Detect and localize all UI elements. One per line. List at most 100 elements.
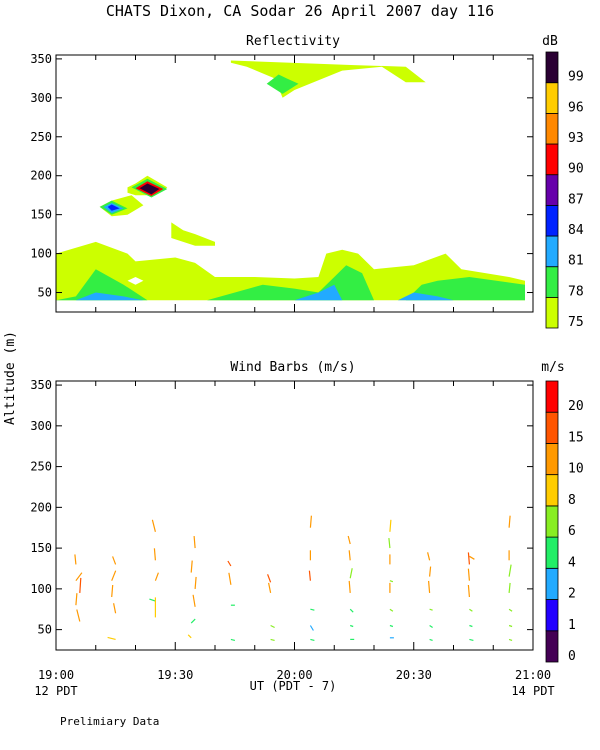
- colorbar-swatch: [545, 536, 559, 569]
- wind-barb: [270, 624, 275, 629]
- wind-barb: [308, 570, 311, 581]
- wind-barb: [230, 638, 236, 641]
- y-tick-label: 200: [30, 500, 52, 514]
- wind-barb: [389, 519, 392, 532]
- wind-barb: [469, 624, 473, 628]
- reflectivity-region-78dB: [266, 74, 299, 94]
- wind-barb: [149, 598, 156, 602]
- colorbar-label: 20: [568, 399, 584, 414]
- colorbar-label: 90: [568, 162, 584, 177]
- colorbar-label: 78: [568, 284, 584, 299]
- colorbar-swatch: [545, 567, 559, 600]
- reflectivity-region-75dB: [230, 60, 426, 98]
- wind-barb: [310, 638, 315, 641]
- wind-barb: [467, 584, 470, 598]
- colorbar-swatch: [545, 235, 559, 268]
- wind-barb: [389, 608, 394, 612]
- y-tick-label: 50: [38, 623, 52, 637]
- wind-barb: [508, 582, 511, 593]
- colorbar-label: 81: [568, 254, 584, 269]
- wind-barb: [151, 519, 156, 532]
- wind-barb: [508, 608, 513, 612]
- wind-unit: m/s: [541, 360, 564, 375]
- x-tick-label: 19:00: [38, 668, 74, 682]
- colorbar-swatch: [545, 112, 559, 145]
- wind-barb: [428, 580, 431, 593]
- wind-barb: [187, 634, 192, 639]
- reflectivity-unit: dB: [542, 34, 558, 49]
- y-tick-label: 100: [30, 582, 52, 596]
- wind-barb: [349, 608, 354, 613]
- colorbar-label: 2: [568, 587, 576, 602]
- wind-barb: [347, 535, 351, 545]
- wind-barb: [429, 566, 432, 577]
- wind-barb: [227, 560, 232, 567]
- wind-barb: [427, 552, 431, 561]
- wind-barb: [192, 594, 196, 607]
- colorbar-swatch: [545, 474, 559, 507]
- wind-barb: [153, 548, 156, 561]
- colorbar-label: 1: [568, 618, 576, 633]
- wind-barb: [508, 624, 513, 628]
- y-tick-label: 100: [30, 247, 52, 261]
- colorbar-label: 15: [568, 430, 584, 445]
- y-tick-label: 150: [30, 541, 52, 555]
- wind-barb: [508, 564, 512, 577]
- wind-barb: [193, 536, 196, 549]
- wind-barb: [508, 515, 511, 528]
- wind-colorbar: 0 1 2 4 6 8 10 15 20: [545, 380, 584, 664]
- colorbar-swatch: [545, 599, 559, 632]
- wind-barbs-panel: 50 100 150 200 250 300 350 19:00 19:30 20:00 20:30…: [30, 378, 551, 682]
- wind-barb: [111, 570, 117, 581]
- colorbar-swatch: [545, 82, 559, 114]
- colorbar-swatch: [545, 204, 559, 237]
- colorbar-label: 87: [568, 192, 584, 207]
- colorbar-label: 84: [568, 223, 584, 238]
- x-tick-label: 20:30: [396, 668, 432, 682]
- colorbar-label: 4: [568, 555, 576, 570]
- colorbar-label: 8: [568, 493, 576, 508]
- wind-barb: [112, 556, 117, 565]
- wind-barb: [388, 538, 391, 549]
- y-tick-label: 50: [38, 286, 52, 300]
- y-tick-label: 350: [30, 52, 52, 66]
- wind-barb: [75, 593, 78, 606]
- wind-barb: [111, 584, 114, 598]
- plot-frame: [55, 380, 534, 651]
- y-tick-label: 300: [30, 91, 52, 105]
- wind-barb: [349, 568, 353, 579]
- wind-barb: [194, 576, 197, 589]
- reflectivity-region-75dB: [56, 241, 525, 301]
- y-tick-label: 200: [30, 169, 52, 183]
- y-tick-label: 300: [30, 419, 52, 433]
- reflectivity-gap: [127, 277, 144, 285]
- wind-title: Wind Barbs (m/s): [230, 360, 355, 375]
- colorbar-swatch: [545, 174, 559, 206]
- wind-barb: [228, 572, 232, 585]
- colorbar-swatch: [545, 380, 559, 413]
- reflectivity-panel: 50 100 150 200 250 300 350: [30, 52, 534, 313]
- colorbar-swatch: [545, 51, 559, 84]
- wind-barb: [389, 624, 394, 628]
- wind-barb: [268, 582, 272, 594]
- y-tick-label: 350: [30, 378, 52, 392]
- wind-barb: [429, 608, 433, 611]
- x-axis-label: UT (PDT - 7): [250, 679, 337, 693]
- colorbar-swatch: [545, 296, 559, 329]
- wind-barb: [107, 636, 116, 640]
- wind-barb: [309, 625, 314, 631]
- wind-barb: [429, 625, 433, 628]
- colorbar-label: 75: [568, 315, 584, 330]
- wind-barb: [508, 638, 513, 641]
- colorbar-label: 0: [568, 649, 576, 664]
- y-axis-label: Altitude (m): [3, 331, 18, 425]
- wind-barb: [348, 550, 351, 561]
- reflectivity-region-75dB: [171, 222, 215, 246]
- colorbar-label: 10: [568, 462, 584, 477]
- wind-barb: [270, 638, 275, 641]
- figure-title: CHATS Dixon, CA Sodar 26 April 2007 day …: [106, 2, 494, 20]
- reflectivity-colorbar: 75 78 81 84 87 90 93 96 99: [545, 51, 584, 330]
- colorbar-swatch: [545, 411, 559, 444]
- reflectivity-region-81dB: [75, 292, 144, 301]
